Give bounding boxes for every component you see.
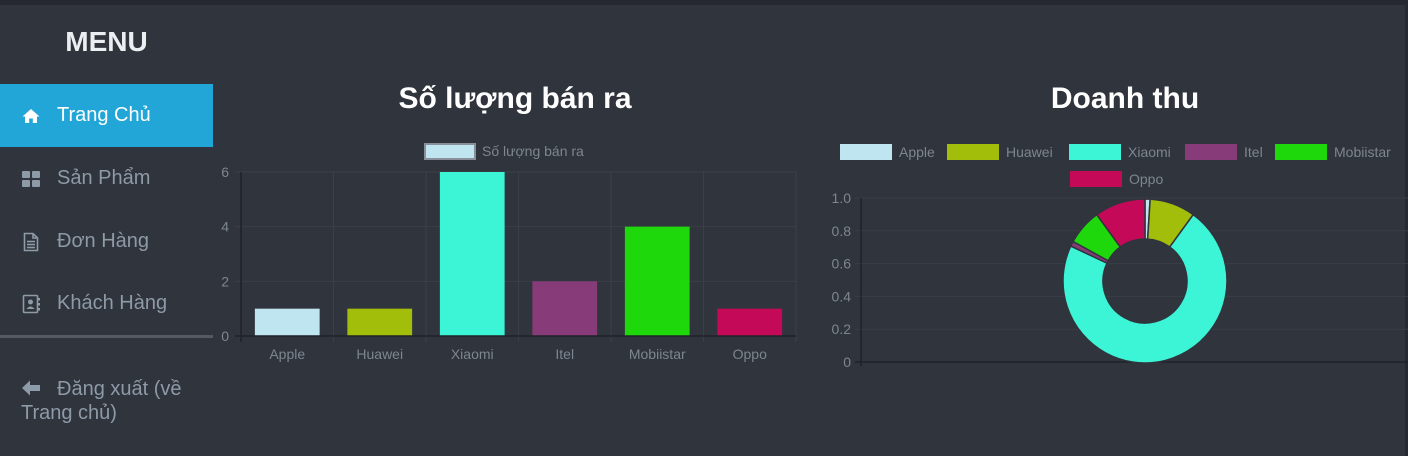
sidebar-item-label: Trang Chủ bbox=[57, 104, 151, 126]
legend-swatch-apple bbox=[840, 144, 892, 160]
x-tick-label: Mobiistar bbox=[629, 346, 686, 362]
arrow-left-icon bbox=[21, 379, 41, 397]
document-icon bbox=[21, 232, 41, 252]
slice-xiaomi bbox=[1062, 213, 1228, 364]
home-icon bbox=[21, 106, 41, 126]
legend-swatch-itel bbox=[1185, 144, 1237, 160]
y-tick-label: 0.8 bbox=[832, 223, 852, 239]
y-tick-label: 1.0 bbox=[832, 190, 852, 206]
x-tick-label: Oppo bbox=[733, 346, 767, 362]
y-tick-label: 0.2 bbox=[832, 321, 852, 337]
y-tick-label: 0.4 bbox=[832, 288, 852, 304]
y-tick-label: 0 bbox=[843, 354, 851, 370]
sidebar-item-khach-hang[interactable]: Khách Hàng bbox=[0, 272, 213, 335]
bar-oppo bbox=[717, 308, 783, 336]
x-tick-label: Apple bbox=[269, 346, 305, 362]
sidebar-item-label: Sản Phẩm bbox=[57, 167, 151, 189]
y-tick-label: 4 bbox=[221, 219, 229, 235]
y-tick-label: 0.6 bbox=[832, 256, 852, 272]
legend-swatch-mobiistar bbox=[1275, 144, 1327, 160]
bar-itel bbox=[532, 281, 598, 336]
x-tick-label: Xiaomi bbox=[451, 346, 494, 362]
sidebar-item-san-pham[interactable]: Sản Phẩm bbox=[0, 147, 213, 210]
legend-label-mobiistar: Mobiistar bbox=[1334, 144, 1391, 160]
menu-title: MENU bbox=[65, 26, 148, 57]
legend-label-xiaomi: Xiaomi bbox=[1128, 144, 1171, 160]
legend-label-oppo: Oppo bbox=[1129, 171, 1163, 187]
sidebar-item-label: Đơn Hàng bbox=[57, 230, 150, 252]
contact-card-icon bbox=[21, 294, 41, 314]
top-border bbox=[0, 0, 1408, 5]
y-tick-label: 6 bbox=[221, 164, 229, 180]
logout-link[interactable]: Đăng xuất (về Trang chủ) bbox=[21, 377, 211, 425]
legend-label-huawei: Huawei bbox=[1006, 144, 1053, 160]
y-tick-label: 2 bbox=[221, 273, 229, 289]
legend-label-apple: Apple bbox=[899, 144, 935, 160]
doughnut-chart-title: Doanh thu bbox=[1050, 82, 1200, 115]
legend-label-itel: Itel bbox=[1244, 144, 1263, 160]
sidebar-item-don-hang[interactable]: Đơn Hàng bbox=[0, 210, 213, 273]
grid-icon bbox=[21, 169, 41, 189]
bar-chart: Số lượng bán ra 0 2 4 6 Apple Huawei Xiaomi Itel… bbox=[221, 143, 797, 362]
bar-mobiistar bbox=[624, 226, 690, 336]
logout-label: Đăng xuất (về Trang chủ) bbox=[21, 378, 182, 424]
bar-chart-title: Số lượng bán ra bbox=[398, 82, 632, 115]
sidebar-item-label: Khách Hàng bbox=[57, 292, 168, 314]
slice-oppo bbox=[1095, 198, 1146, 249]
sidebar-divider bbox=[0, 335, 213, 338]
bar-apple bbox=[254, 308, 320, 336]
y-tick-label: 0 bbox=[221, 328, 229, 344]
sidebar-item-trang-chu[interactable]: Trang Chủ bbox=[0, 84, 213, 147]
doughnut-chart: Apple Huawei Xiaomi Itel Mobiistar Oppo 0 0.2 0.… bbox=[832, 144, 1408, 370]
legend-label-so-luong: Số lượng bán ra bbox=[482, 143, 584, 159]
legend-swatch-huawei bbox=[947, 144, 999, 160]
x-tick-label: Itel bbox=[555, 346, 574, 362]
legend-swatch-so-luong bbox=[424, 143, 476, 160]
legend-swatch-xiaomi bbox=[1069, 144, 1121, 160]
x-tick-label: Huawei bbox=[356, 346, 403, 362]
bar-huawei bbox=[347, 308, 413, 336]
bar-xiaomi bbox=[439, 172, 505, 336]
legend-swatch-oppo bbox=[1070, 171, 1122, 187]
